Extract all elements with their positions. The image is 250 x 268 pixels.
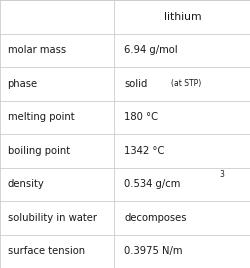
Text: 0.3975 N/m: 0.3975 N/m xyxy=(124,246,182,256)
Text: phase: phase xyxy=(8,79,38,89)
Text: boiling point: boiling point xyxy=(8,146,70,156)
Text: decomposes: decomposes xyxy=(124,213,186,223)
Text: 0.534 g/cm: 0.534 g/cm xyxy=(124,179,180,189)
Text: solid: solid xyxy=(124,79,147,89)
Text: 6.94 g/mol: 6.94 g/mol xyxy=(124,45,177,55)
Text: 1342 °C: 1342 °C xyxy=(124,146,164,156)
Text: 3: 3 xyxy=(219,170,224,179)
Text: surface tension: surface tension xyxy=(8,246,84,256)
Text: solubility in water: solubility in water xyxy=(8,213,96,223)
Text: (at STP): (at STP) xyxy=(170,79,200,88)
Text: 180 °C: 180 °C xyxy=(124,112,158,122)
Text: density: density xyxy=(8,179,44,189)
Text: melting point: melting point xyxy=(8,112,74,122)
Text: lithium: lithium xyxy=(163,12,200,22)
Text: molar mass: molar mass xyxy=(8,45,66,55)
